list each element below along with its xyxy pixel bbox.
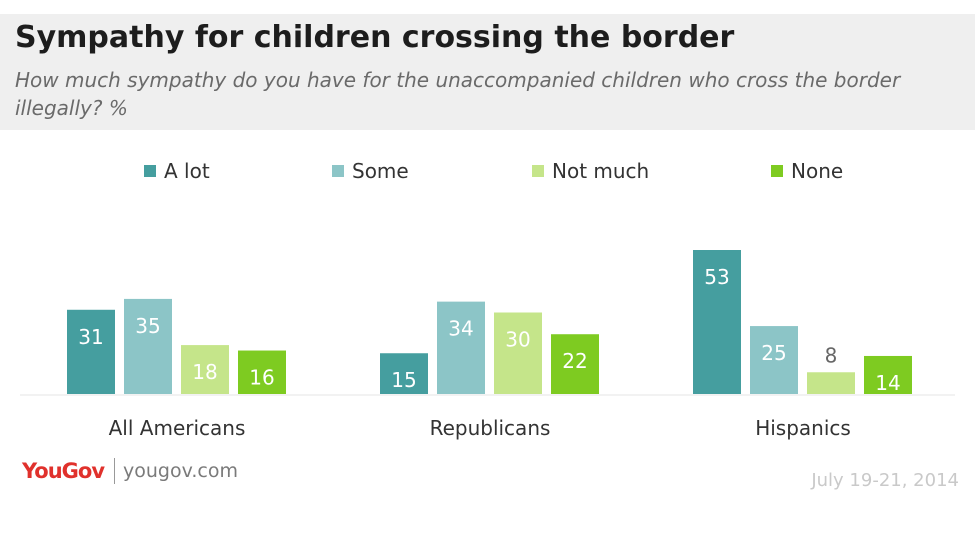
survey-date: July 19-21, 2014 bbox=[811, 470, 959, 491]
bar-not-much-republicans bbox=[494, 312, 542, 394]
data-label: 25 bbox=[761, 341, 786, 365]
legend-label-none: None bbox=[791, 159, 844, 183]
data-label: 31 bbox=[78, 325, 103, 349]
legend-item-some: Some bbox=[332, 158, 409, 184]
bar-a-lot-all-americans bbox=[67, 309, 115, 394]
legend-swatch-a-lot bbox=[144, 165, 156, 177]
logo-divider bbox=[114, 458, 116, 484]
data-label: 22 bbox=[562, 349, 587, 373]
data-label: 35 bbox=[135, 314, 160, 338]
bar-not-much-all-americans bbox=[181, 345, 229, 394]
bar-none-hispanics bbox=[864, 355, 912, 394]
legend-item-none: None bbox=[771, 158, 843, 184]
data-label: 8 bbox=[825, 343, 838, 367]
data-label: 30 bbox=[505, 327, 530, 351]
yougov-logo: YouGov yougov.com bbox=[22, 458, 238, 484]
bar-a-lot-hispanics bbox=[693, 250, 741, 394]
legend-swatch-not-much bbox=[532, 165, 544, 177]
category-label: Hispanics bbox=[755, 416, 851, 440]
legend: A lot Some Not much None bbox=[0, 158, 975, 184]
header: Sympathy for children crossing the borde… bbox=[0, 14, 975, 130]
chart-title: Sympathy for children crossing the borde… bbox=[15, 20, 735, 55]
data-label: 53 bbox=[704, 265, 729, 289]
legend-swatch-some bbox=[332, 165, 344, 177]
data-label: 16 bbox=[249, 366, 274, 390]
bar-none-republicans bbox=[551, 334, 599, 394]
data-label: 15 bbox=[391, 368, 416, 392]
brand-name: YouGov bbox=[22, 459, 105, 483]
category-label: Republicans bbox=[430, 416, 551, 440]
legend-swatch-none bbox=[771, 165, 783, 177]
category-label: All Americans bbox=[109, 416, 246, 440]
bar-a-lot-republicans bbox=[380, 353, 428, 394]
brand-url[interactable]: yougov.com bbox=[123, 460, 238, 482]
legend-label-some: Some bbox=[352, 159, 409, 183]
legend-item-a-lot: A lot bbox=[144, 158, 210, 184]
legend-label-a-lot: A lot bbox=[164, 159, 210, 183]
legend-item-not-much: Not much bbox=[532, 158, 649, 184]
bar-some-hispanics bbox=[750, 326, 798, 394]
data-label: 18 bbox=[192, 360, 217, 384]
data-label: 34 bbox=[448, 317, 473, 341]
bar-some-republicans bbox=[437, 301, 485, 394]
bar-none-all-americans bbox=[238, 350, 286, 394]
chart-subtitle: How much sympathy do you have for the un… bbox=[15, 68, 901, 120]
bar-not-much-hispanics bbox=[807, 372, 855, 394]
legend-label-not-much: Not much bbox=[552, 159, 650, 183]
data-label: 14 bbox=[875, 371, 900, 395]
bar-some-all-americans bbox=[124, 298, 172, 394]
